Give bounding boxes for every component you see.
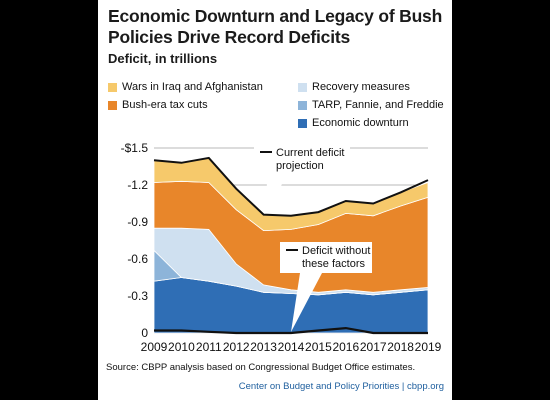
y-tick-label: -0.3: [127, 289, 148, 303]
x-tick-label: 2019: [415, 340, 442, 354]
annotation-without-line1: Deficit without: [302, 245, 370, 257]
legend-item-wars: Wars in Iraq and Afghanistan: [108, 81, 263, 93]
legend-label-downturn: Economic downturn: [312, 117, 409, 129]
legend-item-tax-cuts: Bush-era tax cuts: [108, 99, 208, 111]
x-tick-label: 2018: [387, 340, 414, 354]
annotation-box: [254, 144, 350, 175]
legend-swatch-tarp: [298, 100, 307, 110]
x-tick-label: 2012: [223, 340, 250, 354]
legend-label-wars: Wars in Iraq and Afghanistan: [122, 81, 263, 93]
legend-label-tarp: TARP, Fannie, and Freddie: [312, 99, 444, 111]
annotation-current-line2: projection: [276, 160, 324, 172]
x-tick-label: 2014: [278, 340, 305, 354]
y-tick-label: 0: [141, 326, 148, 340]
x-tick-label: 2017: [360, 340, 387, 354]
annotation-pointer: [263, 175, 288, 213]
legend-item-recovery: Recovery measures: [298, 81, 410, 93]
source-note: Source: CBPP analysis based on Congressi…: [106, 362, 416, 373]
deficit-without-factors-line: [154, 326, 428, 335]
y-tick-label: -0.9: [127, 215, 148, 229]
legend-label-recovery: Recovery measures: [312, 81, 410, 93]
legend-swatch-downturn: [298, 118, 307, 128]
annotation-without-line2: these factors: [302, 258, 365, 270]
current-deficit-line: [153, 156, 429, 217]
legend-swatch-tax-cuts: [108, 100, 117, 110]
x-tick-label: 2016: [332, 340, 359, 354]
x-tick-label: 2013: [250, 340, 277, 354]
annotation-pointer: [291, 273, 322, 332]
legend-swatch-recovery: [298, 82, 307, 92]
chart-plot: -$1.5 -1.2 -0.9 -0.6 -0.3 0 Current deficitpro…: [121, 141, 442, 354]
y-tick-label: -1.2: [127, 178, 148, 192]
y-tick-label: -$1.5: [121, 141, 149, 155]
annotation-box: [280, 242, 372, 273]
legend-label-tax-cuts: Bush-era tax cuts: [122, 99, 208, 111]
legend-item-tarp: TARP, Fannie, and Freddie: [298, 99, 444, 111]
legend-swatch-wars: [108, 82, 117, 92]
x-tick-label: 2009: [141, 340, 168, 354]
chart-title: Economic Downturn and Legacy of Bush Pol…: [108, 6, 443, 47]
x-tick-label: 2011: [196, 340, 222, 354]
legend-item-downturn: Economic downturn: [298, 117, 409, 129]
credit-line: Center on Budget and Policy Priorities |…: [238, 381, 444, 392]
annotation-current-line1: Current deficit: [276, 147, 344, 159]
x-tick-label: 2015: [305, 340, 332, 354]
y-tick-label: -0.6: [127, 252, 148, 266]
chart-card: Economic Downturn and Legacy of Bush Pol…: [98, 0, 452, 400]
x-tick-label: 2010: [168, 340, 195, 354]
chart-subtitle: Deficit, in trillions: [108, 51, 218, 66]
